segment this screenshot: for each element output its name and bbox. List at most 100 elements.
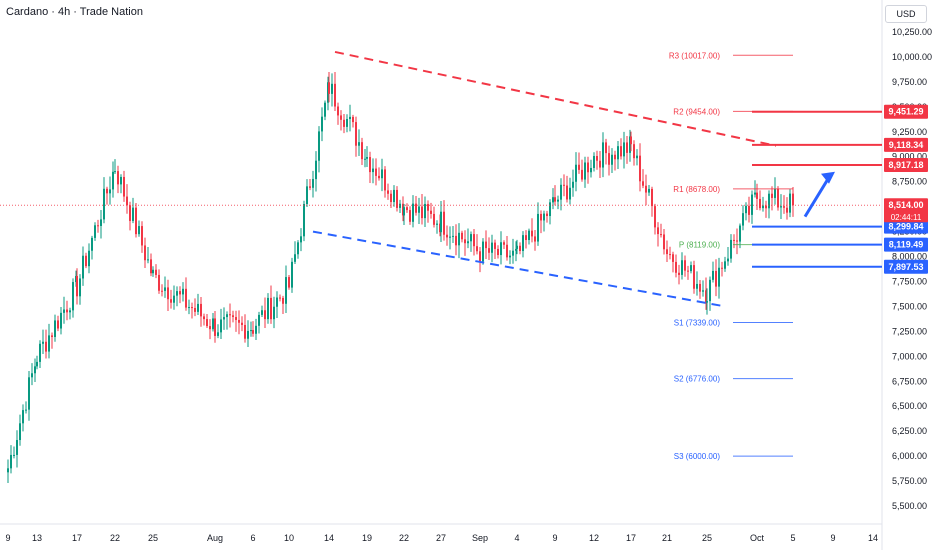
trendline-lower[interactable] [312,230,726,308]
trendline-upper[interactable] [334,50,777,147]
candle-body[interactable] [10,454,12,469]
candle-body[interactable] [712,270,714,280]
candle-body[interactable] [194,307,196,312]
candle-body[interactable] [705,290,707,303]
candle-body[interactable] [150,259,152,274]
candle-body[interactable] [554,197,556,202]
candle-body[interactable] [346,119,348,127]
candle-body[interactable] [748,205,750,215]
candle-body[interactable] [167,287,169,300]
candle-body[interactable] [584,162,586,180]
candle-body[interactable] [730,239,732,259]
candle-body[interactable] [549,202,551,217]
candle-body[interactable] [267,297,269,320]
candle-body[interactable] [279,297,281,299]
candle-body[interactable] [303,204,305,237]
candle-body[interactable] [161,290,163,292]
candle-body[interactable] [681,260,683,275]
candle-body[interactable] [491,242,493,253]
candle-body[interactable] [235,317,237,320]
candle-body[interactable] [188,307,190,309]
candle-body[interactable] [155,269,157,275]
candle-body[interactable] [485,241,487,249]
candle-body[interactable] [515,248,517,251]
candle-body[interactable] [328,82,330,94]
candle-body[interactable] [534,236,536,242]
candle-body[interactable] [678,272,680,275]
candle-body[interactable] [519,245,521,252]
candle-body[interactable] [173,295,175,303]
candle-body[interactable] [525,235,527,241]
candle-body[interactable] [112,171,114,190]
candle-body[interactable] [512,250,514,256]
candle-body[interactable] [13,454,15,456]
candle-body[interactable] [270,297,272,320]
candle-body[interactable] [516,245,518,249]
candle-body[interactable] [312,179,314,188]
candle-body[interactable] [596,156,598,161]
candle-body[interactable] [247,330,249,339]
candle-body[interactable] [669,254,671,256]
candle-body[interactable] [572,181,574,188]
candle-body[interactable] [7,468,9,473]
candle-body[interactable] [497,248,499,256]
candle-body[interactable] [106,188,108,194]
candle-body[interactable] [792,193,794,206]
candle-body[interactable] [390,193,392,203]
candle-body[interactable] [203,316,205,320]
candle-body[interactable] [217,332,219,336]
candle-body[interactable] [88,250,90,267]
candle-body[interactable] [103,188,105,220]
candle-body[interactable] [358,142,360,146]
candle-body[interactable] [569,187,571,200]
candle-body[interactable] [446,234,448,238]
candle-body[interactable] [22,410,24,424]
candle-body[interactable] [461,232,463,240]
candle-body[interactable] [273,306,275,320]
candle-body[interactable] [476,246,478,252]
candle-body[interactable] [123,176,125,197]
candle-body[interactable] [212,318,214,330]
candle-body[interactable] [393,189,395,203]
candle-body[interactable] [372,168,374,173]
candle-body[interactable] [57,320,59,329]
candle-body[interactable] [666,249,668,255]
candle-body[interactable] [387,190,389,194]
candle-body[interactable] [563,184,565,186]
candle-body[interactable] [144,245,146,261]
candle-body[interactable] [321,116,323,132]
candle-body[interactable] [424,203,426,219]
candle-body[interactable] [258,314,260,326]
candle-body[interactable] [51,335,53,337]
candle-body[interactable] [19,423,21,441]
candle-body[interactable] [324,102,326,117]
candle-body[interactable] [739,225,741,242]
candle-body[interactable] [715,270,717,287]
candle-body[interactable] [642,181,644,186]
candle-body[interactable] [727,258,729,262]
projection-arrowhead[interactable] [821,171,835,184]
candle-body[interactable] [648,188,650,193]
candle-body[interactable] [100,219,102,226]
candle-body[interactable] [31,373,33,378]
candle-body[interactable] [126,196,128,206]
candle-body[interactable] [593,156,595,168]
candle-body[interactable] [220,319,222,333]
candle-body[interactable] [97,225,99,227]
candle-body[interactable] [170,299,172,303]
candle-body[interactable] [540,213,542,221]
candle-body[interactable] [182,288,184,295]
candle-body[interactable] [660,234,662,236]
candle-body[interactable] [721,267,723,269]
candle-body[interactable] [455,235,457,246]
candle-body[interactable] [557,199,559,202]
candle-body[interactable] [626,142,628,153]
projection-arrow-shaft[interactable] [803,174,832,218]
candle-body[interactable] [464,239,466,244]
candle-body[interactable] [60,312,62,329]
candle-body[interactable] [654,206,656,228]
candle-body[interactable] [132,207,134,221]
candle-body[interactable] [85,255,87,267]
candle-body[interactable] [415,203,417,213]
candle-body[interactable] [494,242,496,249]
